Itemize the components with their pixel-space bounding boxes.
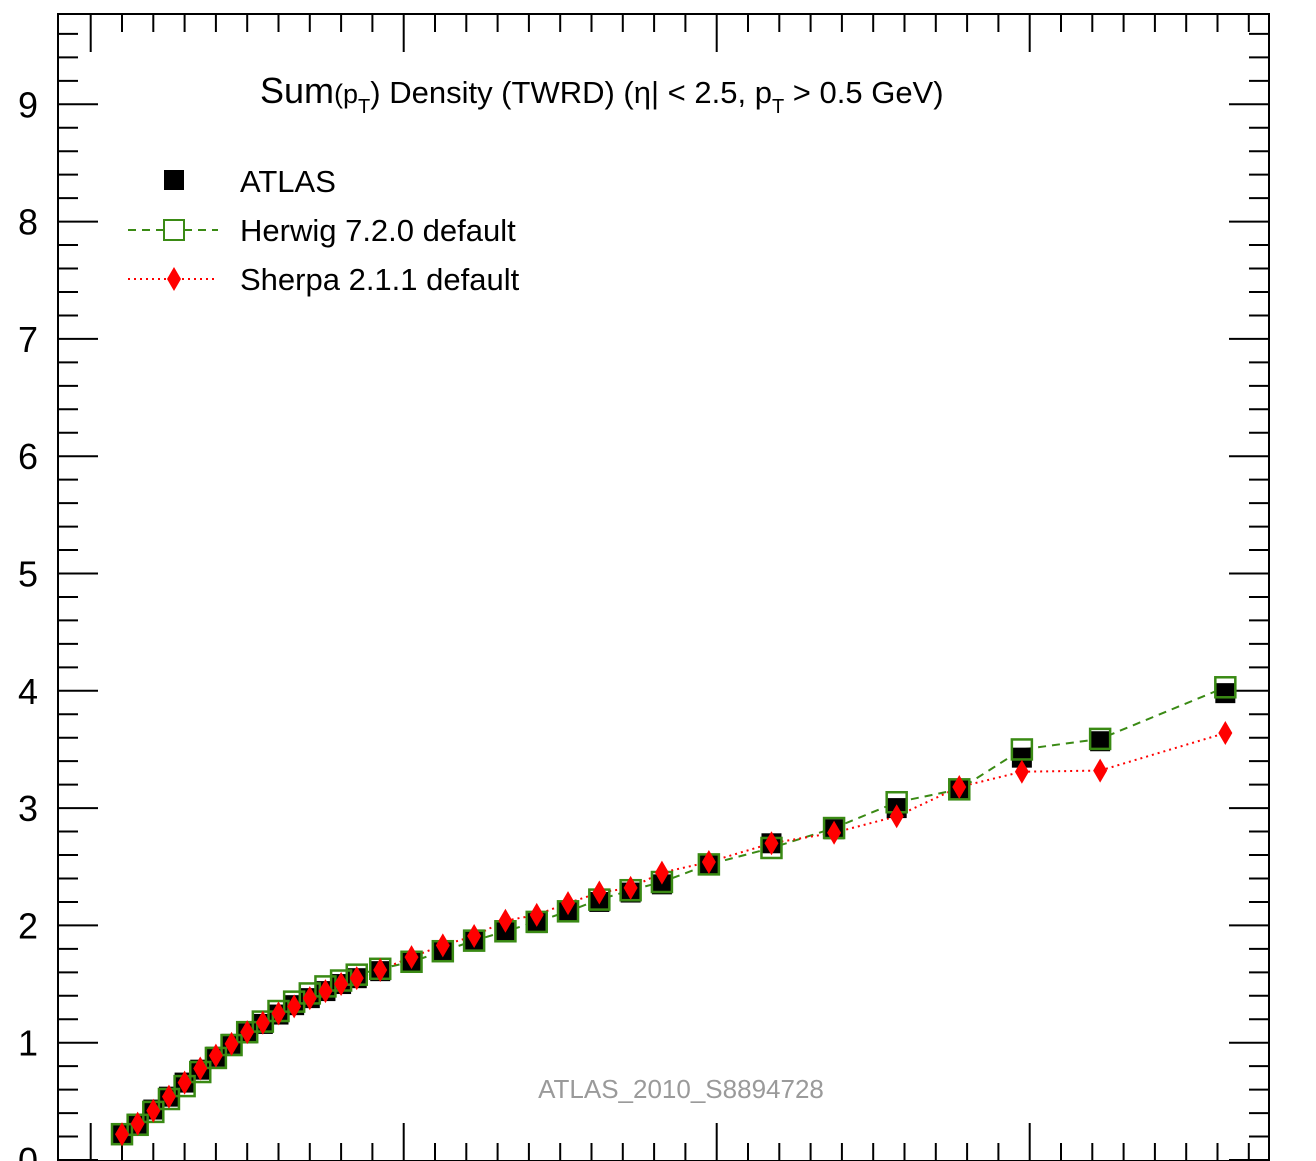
y-tick-labels: 0 1 2 3 4 5 6 7 8 9 [18,84,38,1161]
title-end: > 0.5 GeV) [784,75,943,110]
sherpa-point [827,820,842,845]
sherpa-point [255,1010,270,1035]
sherpa-point [271,1001,286,1026]
y-tick-label: 8 [18,202,38,243]
y-tick-label: 2 [18,905,38,946]
sherpa-point [889,804,904,829]
sherpa-point [561,891,576,916]
series-line-2 [121,732,1226,1136]
y-tick-label: 5 [18,554,38,595]
sherpa-point [1014,759,1029,784]
sherpa-point [146,1098,161,1123]
sherpa-point [334,972,349,997]
sherpa-point [349,966,364,991]
atlas-point [1090,731,1111,752]
title-tail: | < 2.5, p [651,75,772,110]
series-line-1 [121,686,1226,1136]
sherpa-point [177,1070,192,1095]
title-eta: η [634,75,651,110]
sherpa-point [952,774,967,799]
sherpa-point [1218,721,1233,746]
sherpa-point [529,902,544,927]
sherpa-point [302,986,317,1011]
y-tick-label: 1 [18,1023,38,1064]
atlas-point [1215,683,1236,704]
watermark: ATLAS_2010_S8894728 [538,1074,824,1104]
herwig-point [1214,676,1237,699]
legend: ATLAS Herwig 7.2.0 default Sherpa 2.1.1 … [128,164,520,297]
y-tick-label: 4 [18,671,38,712]
sherpa-point [115,1122,129,1147]
herwig-point [1010,738,1034,761]
sherpa-point [467,923,482,948]
legend-herwig-marker [163,219,185,241]
sherpa-point [287,994,302,1019]
sherpa-point [130,1111,145,1136]
legend-herwig-label: Herwig 7.2.0 default [240,213,516,248]
legend-sherpa-marker [167,267,181,291]
sherpa-point [623,875,638,900]
sherpa-point [654,860,669,885]
y-tick-label: 7 [18,319,38,360]
axis-ticks [58,14,1269,1161]
sherpa-point [318,979,333,1004]
chart-title: Sum(pT) Density (TWRD) (η| < 2.5, pT > 0… [260,70,944,118]
series-marks [110,676,1237,1147]
sherpa-point [498,908,513,933]
sherpa-point [208,1043,223,1068]
legend-atlas-label: ATLAS [240,164,336,199]
title-sub-1: T [358,96,370,118]
sherpa-point [373,957,388,982]
y-tick-label: 3 [18,788,38,829]
sherpa-point [1093,758,1108,783]
sherpa-point [161,1084,176,1109]
legend-atlas-marker [164,170,184,190]
sherpa-point [435,933,450,958]
title-main: Sum [260,70,334,111]
title-rest: ) Density (TWRD) ( [370,75,634,110]
plot-frame [57,13,1270,1161]
sherpa-point [240,1020,255,1045]
y-tick-label: 0 [18,1140,38,1161]
atlas-point [1011,747,1032,768]
y-tick-label: 9 [18,84,38,125]
legend-sherpa-label: Sherpa 2.1.1 default [240,262,520,297]
sherpa-point [764,831,779,856]
sherpa-point [193,1056,208,1081]
sherpa-point [592,880,607,905]
series-lines [121,686,1226,1136]
sherpa-point [404,945,419,970]
title-p: (p [334,79,358,109]
herwig-point [1088,727,1112,751]
title-sub-2: T [772,96,784,118]
sherpa-point [224,1031,239,1056]
sherpa-point [701,850,716,875]
y-tick-label: 6 [18,436,38,477]
